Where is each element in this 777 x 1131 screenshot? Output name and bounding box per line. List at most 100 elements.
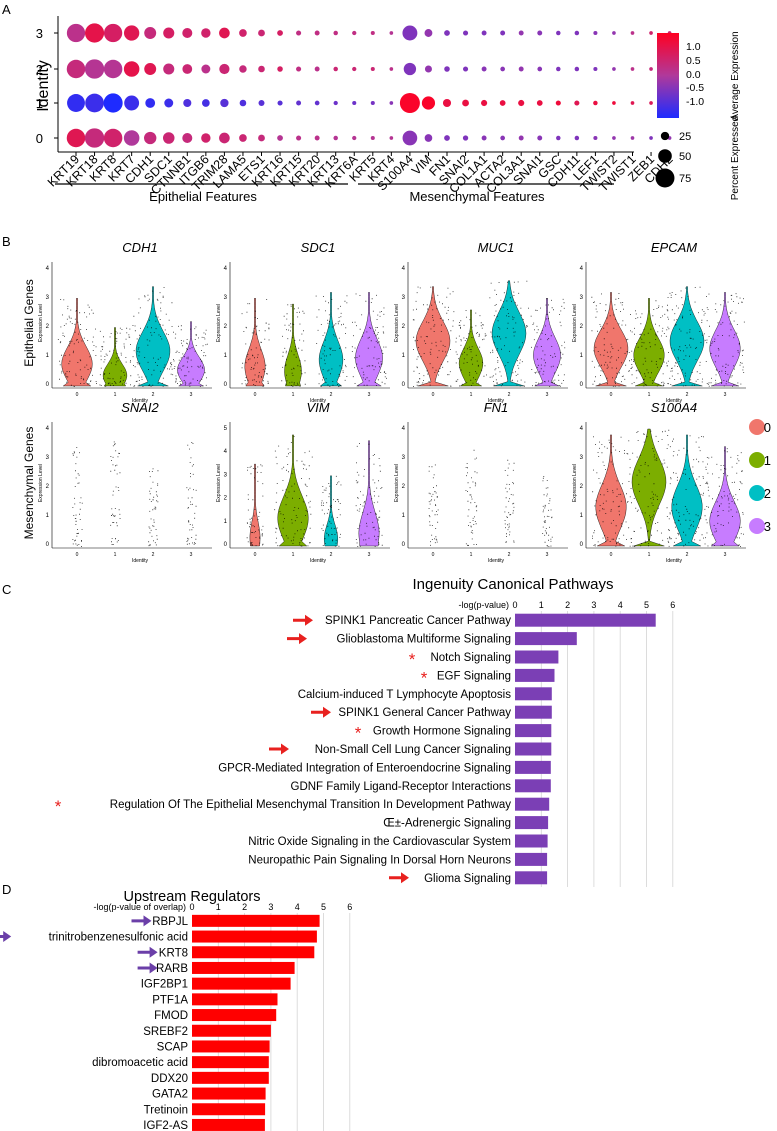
violin-x-tick-label: 3	[724, 392, 727, 398]
violin-x-tick-label: 0	[254, 392, 257, 398]
violin-y-tick-label: 3	[224, 472, 228, 478]
violin-x-tick-label: 3	[724, 552, 727, 558]
violin-shape	[135, 286, 171, 387]
violin-shape	[177, 321, 205, 387]
category-label: Notch Signaling	[430, 652, 511, 664]
dot	[277, 135, 283, 141]
violin-shape	[415, 286, 451, 387]
arrow-marker	[137, 946, 158, 958]
bar	[192, 977, 291, 990]
dot	[201, 28, 211, 38]
panel-label-d: D	[2, 882, 11, 897]
size-legend-dot	[658, 149, 672, 163]
bar	[515, 668, 555, 682]
dot	[84, 59, 105, 79]
star-marker: *	[355, 724, 362, 743]
arrow-marker	[287, 633, 307, 645]
dot	[481, 30, 487, 36]
violin-x-tick-label: 1	[648, 392, 651, 398]
violin-x-axis-title: Identity	[488, 558, 505, 564]
arrow-marker	[269, 743, 289, 755]
dot	[649, 101, 653, 105]
dot	[84, 23, 105, 43]
dot	[555, 100, 561, 106]
dot	[462, 99, 469, 107]
category-label: dibromoacetic acid	[92, 1057, 188, 1069]
violin-x-tick-label: 0	[610, 392, 613, 398]
dot	[537, 30, 543, 36]
violin-points	[315, 295, 348, 387]
violin-gene-title: S100A4	[651, 400, 697, 415]
dot	[333, 135, 338, 141]
dot	[649, 136, 653, 140]
dot	[593, 30, 598, 36]
dot	[239, 29, 247, 37]
violin-y-tick-label: 2	[224, 496, 228, 502]
dot	[500, 135, 505, 141]
bar	[515, 871, 548, 885]
dot	[277, 30, 283, 36]
dot	[103, 128, 123, 148]
bar	[192, 1087, 266, 1100]
violin-y-tick-label: 3	[580, 455, 584, 461]
dot	[403, 62, 417, 76]
violin-gene-title: CDH1	[122, 240, 157, 255]
category-label: KRT8	[159, 947, 188, 959]
violin-points	[706, 293, 745, 387]
star-marker: *	[421, 668, 428, 687]
violin-y-tick-label: 3	[402, 295, 406, 301]
violin-y-tick-label: 5	[224, 426, 228, 432]
violin-points	[504, 459, 515, 543]
violin-legend-label: 1	[764, 453, 771, 468]
category-label: DDX20	[151, 1073, 188, 1085]
dot	[163, 63, 175, 75]
dot	[593, 66, 598, 72]
dot	[201, 133, 211, 143]
row-label-epithelial: Epithelial Genes	[22, 279, 36, 366]
category-label: Glioma Signaling	[424, 873, 511, 885]
x-tick-label: 1	[539, 600, 544, 610]
violin-shape	[533, 298, 561, 387]
violin-y-axis-title: Expression Level	[572, 304, 578, 342]
violin-y-tick-label: 1	[46, 513, 50, 519]
dot	[518, 30, 524, 36]
size-legend-dot	[655, 168, 675, 188]
category-label: SPINK1 General Cancer Pathway	[338, 707, 511, 719]
bar	[192, 1009, 277, 1022]
dot	[144, 27, 157, 39]
dot	[258, 65, 265, 73]
bar	[192, 1118, 265, 1131]
dot	[421, 96, 436, 110]
dot	[66, 23, 86, 43]
dot	[84, 128, 105, 148]
dot	[258, 100, 265, 106]
dot	[144, 131, 157, 145]
epithelial-group-label: Epithelial Features	[149, 189, 257, 204]
size-legend-dot	[660, 131, 670, 141]
violin-y-tick-label: 2	[580, 324, 584, 330]
violin-shape	[249, 463, 261, 547]
dot	[183, 98, 192, 108]
size-legend-label: 75	[679, 173, 691, 185]
dot	[103, 93, 123, 113]
violin-x-tick-label: 0	[76, 392, 79, 398]
dot	[314, 100, 320, 106]
bar	[515, 797, 550, 811]
violin-y-tick-label: 4	[402, 426, 406, 432]
dot	[593, 135, 598, 141]
colorbar-tick-label: -0.5	[686, 82, 704, 94]
dot	[518, 99, 525, 107]
violin-x-axis-title: Identity	[666, 558, 683, 564]
dot	[67, 94, 85, 112]
violin-y-tick-label: 4	[580, 266, 584, 272]
x-axis-title: -log(p-value)	[458, 600, 509, 610]
x-tick-label: 6	[670, 600, 675, 610]
dot	[481, 135, 487, 141]
violin-y-tick-label: 0	[402, 542, 406, 548]
x-axis-title: -log(p-value of overlap)	[93, 902, 186, 912]
dot	[239, 65, 247, 73]
dot	[481, 66, 487, 72]
bar	[192, 1071, 269, 1084]
violin-x-tick-label: 1	[114, 392, 117, 398]
